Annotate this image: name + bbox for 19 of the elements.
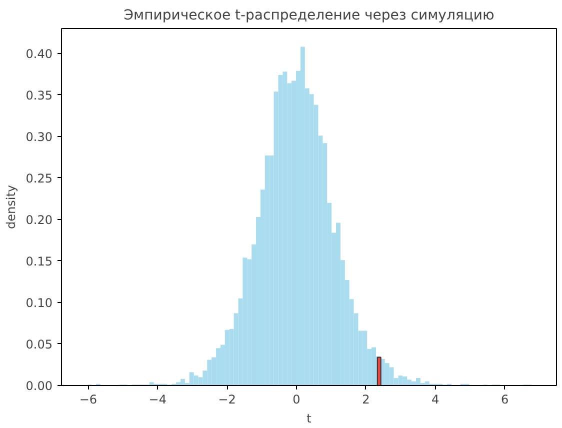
y-tick-label: 0.15 <box>26 254 52 268</box>
x-tick-label: 4 <box>432 392 440 406</box>
x-tick-label: −6 <box>79 392 98 406</box>
y-tick-label: 0.40 <box>26 46 52 61</box>
chart-title: Эмпирическое t-распределение через симуляцию <box>124 8 494 24</box>
y-tick-label: 0.30 <box>26 130 52 144</box>
y-axis-title: density <box>4 185 18 229</box>
x-tick-label: 6 <box>500 392 509 406</box>
y-tick-label: 0.20 <box>26 212 52 227</box>
y-tick-label: 0.00 <box>26 379 52 393</box>
y-tick-label: 0.35 <box>26 88 52 102</box>
y-tick-label: 0.05 <box>26 337 52 352</box>
y-tick-label: 0.10 <box>26 296 52 310</box>
x-tick-label: −4 <box>148 392 167 406</box>
x-tick-label: −2 <box>218 392 236 406</box>
y-tick-label: 0.25 <box>26 171 52 186</box>
x-tick-label: 2 <box>362 392 370 406</box>
x-axis-title: t <box>306 412 312 426</box>
x-tick-label: 0 <box>292 392 300 406</box>
